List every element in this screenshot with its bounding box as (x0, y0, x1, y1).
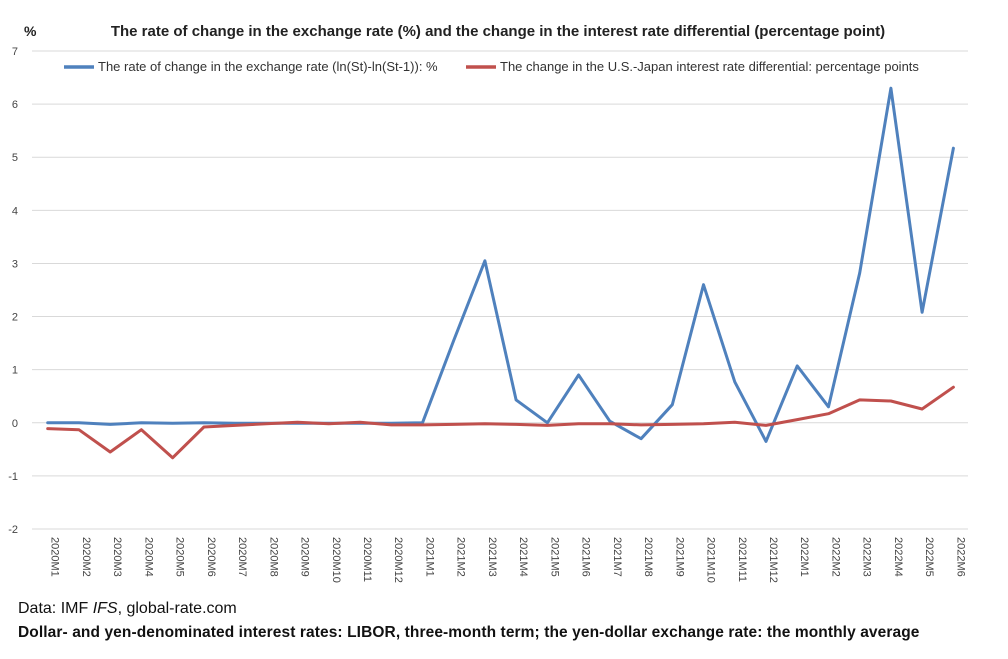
x-tick-label: 2022M2 (829, 537, 841, 577)
x-tick-label: 2020M11 (361, 537, 373, 582)
x-tick-label: 2020M10 (330, 537, 342, 583)
x-tick-label: 2021M7 (611, 537, 623, 577)
legend-label-exchange-rate: The rate of change in the exchange rate … (98, 59, 438, 74)
y-axis-ticks: -2 -1 0 1 2 3 4 5 6 7 (8, 46, 18, 536)
x-tick-label: 2020M3 (111, 537, 123, 577)
y-tick-label: 6 (12, 99, 18, 111)
x-tick-label: 2020M7 (236, 537, 248, 577)
chart-title: The rate of change in the exchange rate … (111, 23, 885, 40)
x-tick-label: 2020M5 (174, 537, 186, 577)
series-line-interest-differential (46, 385, 955, 460)
footnote: Dollar- and yen-denominated interest rat… (18, 624, 920, 641)
data-source: Data: IMF IFS, global-rate.com (18, 600, 237, 618)
x-tick-label: 2021M8 (642, 537, 654, 577)
legend-label-interest-differential: The change in the U.S.-Japan interest ra… (500, 59, 919, 74)
legend: The rate of change in the exchange rate … (64, 59, 919, 74)
x-tick-label: 2021M1 (423, 537, 435, 577)
x-tick-label: 2020M12 (392, 537, 404, 583)
x-axis-ticks: 2020M1 2020M2 2020M3 2020M4 2020M5 2020M6 2020… (49, 537, 967, 583)
x-tick-label: 2021M4 (517, 537, 529, 577)
x-tick-label: 2021M12 (767, 537, 779, 583)
y-tick-label: -1 (8, 471, 18, 483)
y-unit-label: % (24, 23, 37, 39)
source-ifs: IFS (92, 600, 118, 617)
y-tick-label: 3 (12, 258, 18, 270)
x-tick-label: 2020M4 (142, 537, 154, 577)
x-tick-label: 2021M11 (736, 537, 748, 582)
series-line-exchange-rate (46, 86, 955, 443)
y-tick-label: 0 (12, 418, 18, 430)
series-lines (46, 86, 955, 460)
x-tick-label: 2020M9 (299, 537, 311, 577)
chart: % The rate of change in the exchange rat… (8, 23, 968, 583)
source-suffix: , global-rate.com (117, 600, 237, 617)
y-tick-label: -2 (8, 524, 18, 536)
x-tick-label: 2021M2 (455, 537, 467, 577)
y-tick-label: 1 (12, 365, 18, 377)
x-tick-label: 2021M6 (580, 537, 592, 577)
x-tick-label: 2022M5 (923, 537, 935, 577)
x-tick-label: 2021M9 (673, 537, 685, 577)
y-tick-label: 7 (12, 46, 18, 58)
x-tick-label: 2020M8 (267, 537, 279, 577)
x-tick-label: 2021M5 (548, 537, 560, 577)
x-tick-label: 2021M3 (486, 537, 498, 577)
y-tick-label: 2 (12, 312, 18, 324)
x-tick-label: 2022M4 (892, 537, 904, 577)
source-prefix: Data: IMF (18, 600, 93, 617)
x-tick-label: 2022M6 (954, 537, 966, 577)
x-tick-label: 2022M1 (798, 537, 810, 577)
y-tick-label: 4 (12, 205, 18, 217)
x-tick-label: 2022M3 (861, 537, 873, 577)
x-tick-label: 2021M10 (705, 537, 717, 583)
x-tick-label: 2020M1 (49, 537, 61, 577)
y-tick-label: 5 (12, 152, 18, 164)
x-tick-label: 2020M2 (80, 537, 92, 577)
x-tick-label: 2020M6 (205, 537, 217, 577)
